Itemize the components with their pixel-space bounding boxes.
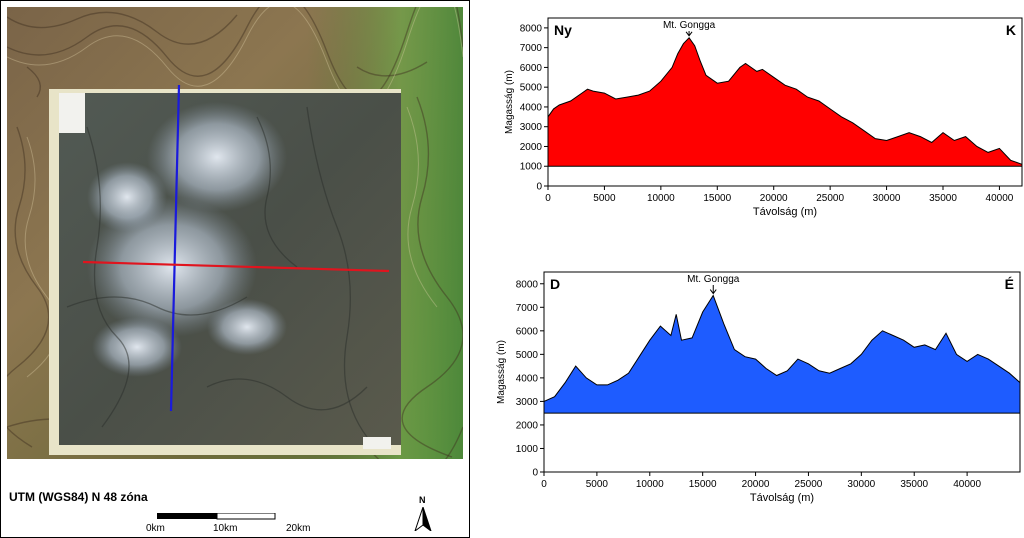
south-north-x-tick-label: 35000	[900, 479, 928, 490]
map-panel: UTM (WGS84) N 48 zóna 0km 10km 20km N	[0, 0, 470, 538]
south-north-y-tick-label: 2000	[516, 420, 539, 431]
south-north-y-tick-label: 6000	[516, 326, 539, 337]
west-east-y-tick-label: 3000	[520, 122, 543, 133]
satellite-map	[7, 7, 463, 459]
south-north-x-axis-label: Távolság (m)	[750, 492, 814, 504]
west-east-x-tick-label: 10000	[647, 193, 675, 204]
south-north-y-tick-label: 4000	[516, 373, 539, 384]
west-east-x-tick-label: 20000	[760, 193, 788, 204]
projection-label: UTM (WGS84) N 48 zóna	[9, 490, 148, 504]
west-east-x-axis-label: Távolság (m)	[753, 206, 817, 218]
west-east-y-tick-label: 7000	[520, 43, 543, 54]
west-east-profile-line	[82, 260, 390, 273]
south-north-y-tick-label: 8000	[516, 279, 539, 290]
south-north-x-tick-label: 30000	[847, 479, 875, 490]
west-east-y-tick-label: 2000	[520, 142, 543, 153]
west-east-y-tick-label: 8000	[520, 23, 543, 34]
south-north-plot-frame	[543, 271, 1021, 473]
west-east-y-axis-label: Magasság (m)	[504, 70, 515, 134]
west-east-elevation-profile: 0 1000 2000 3000 4000 5000 6000 7000 8000 0 5000 10…	[504, 17, 1023, 218]
south-north-y-tick-label: 7000	[516, 303, 539, 314]
west-east-x-tick-label: 15000	[703, 193, 731, 204]
scale-label-10: 10km	[213, 523, 238, 534]
west-east-x-tick-label: 35000	[929, 193, 957, 204]
south-north-x-tick-label: 10000	[636, 479, 664, 490]
west-east-y-tick-label: 0	[536, 182, 542, 193]
west-east-x-tick-label: 40000	[986, 193, 1014, 204]
west-east-plot-frame	[547, 17, 1023, 187]
scale-label-0: 0km	[146, 523, 165, 534]
south-north-peak-arrow	[709, 285, 717, 295]
south-north-x-tick-label: 5000	[586, 479, 609, 490]
scale-label-20: 20km	[286, 523, 311, 534]
west-east-x-tick-label: 25000	[816, 193, 844, 204]
west-east-y-tick-label: 4000	[520, 102, 543, 113]
west-east-peak-arrow	[685, 31, 693, 37]
west-east-peak-annotation: Mt. Gongga	[663, 20, 716, 31]
north-label: N	[419, 495, 426, 505]
south-north-y-tick-label: 5000	[516, 350, 539, 361]
north-arrow-icon	[414, 507, 432, 531]
south-north-x-tick-label: 40000	[953, 479, 981, 490]
west-east-x-tick-label: 0	[545, 193, 551, 204]
west-east-direction-right: K	[1006, 22, 1016, 38]
south-north-x-tick-label: 25000	[795, 479, 823, 490]
west-east-y-tick-label: 1000	[520, 162, 543, 173]
south-north-x-tick-label: 20000	[742, 479, 770, 490]
south-north-direction-right: É	[1005, 276, 1014, 292]
west-east-direction-left: Ny	[554, 22, 572, 38]
west-east-y-tick-label: 6000	[520, 63, 543, 74]
valley-lines	[66, 106, 368, 438]
south-north-x-tick-label: 0	[541, 479, 547, 490]
south-north-y-axis-label: Magasság (m)	[496, 340, 507, 404]
west-east-x-tick-label: 30000	[873, 193, 901, 204]
south-north-y-tick-label: 1000	[516, 444, 539, 455]
south-north-elevation-profile: 0 1000 2000 3000 4000 5000 6000 7000 8000 0 5000 10…	[496, 271, 1021, 504]
south-north-elevation-area	[543, 294, 1021, 414]
west-east-x-tick-label: 5000	[593, 193, 616, 204]
north-south-profile-line	[169, 84, 181, 412]
snow-cover	[87, 197, 257, 337]
scale-bar	[157, 513, 276, 520]
south-north-x-tick-label: 15000	[689, 479, 717, 490]
south-north-direction-left: D	[550, 276, 560, 292]
west-east-elevation-area	[547, 37, 1023, 167]
south-north-y-tick-label: 3000	[516, 397, 539, 408]
west-east-y-tick-label: 5000	[520, 83, 543, 94]
south-north-peak-annotation: Mt. Gongga	[687, 274, 740, 285]
south-north-y-tick-label: 0	[532, 468, 538, 479]
